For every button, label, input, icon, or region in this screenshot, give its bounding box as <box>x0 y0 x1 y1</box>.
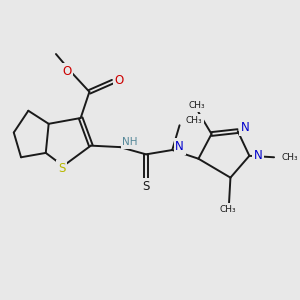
Text: NH: NH <box>122 137 138 147</box>
Text: O: O <box>62 65 71 78</box>
Text: O: O <box>114 74 124 87</box>
Text: S: S <box>58 162 65 175</box>
Text: S: S <box>142 180 150 193</box>
Text: CH₃: CH₃ <box>189 101 205 110</box>
Text: N: N <box>175 140 184 153</box>
Text: N: N <box>254 149 262 162</box>
Text: CH₃: CH₃ <box>219 205 236 214</box>
Text: CH₃: CH₃ <box>185 116 202 124</box>
Text: CH₃: CH₃ <box>281 153 298 162</box>
Text: N: N <box>241 121 249 134</box>
